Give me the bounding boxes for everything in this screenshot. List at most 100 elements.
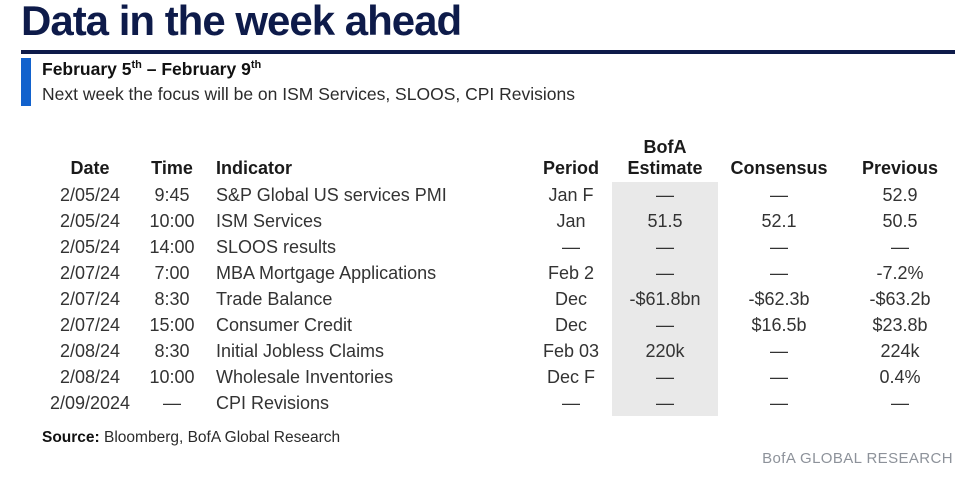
cell-estimate: — xyxy=(612,364,718,390)
header-time: Time xyxy=(151,158,193,178)
brand-footer: BofA GLOBAL RESEARCH xyxy=(762,450,953,467)
cell-time: 10:00 xyxy=(149,367,195,387)
cell-estimate: — xyxy=(612,260,718,286)
header-bofa-estimate: BofA Estimate xyxy=(612,132,718,182)
date-range-sup1: th xyxy=(131,59,142,72)
table-row: 2/05/24 10:00 ISM Services Jan 51.5 52.1 50.5 xyxy=(40,208,960,234)
cell-period: Jan F xyxy=(548,185,594,205)
cell-consensus: -$62.3b xyxy=(748,289,810,309)
cell-date: 2/05/24 xyxy=(59,237,121,257)
cell-estimate: 220k xyxy=(612,338,718,364)
cell-previous: 0.4% xyxy=(879,367,921,387)
cell-date: 2/07/24 xyxy=(59,289,121,309)
cell-time: 8:30 xyxy=(154,341,190,361)
cell-consensus: — xyxy=(770,237,788,257)
cell-indicator: Consumer Credit xyxy=(216,315,353,335)
cell-previous: -$63.2b xyxy=(869,289,931,309)
cell-time: 15:00 xyxy=(149,315,195,335)
cell-consensus: — xyxy=(770,367,788,387)
table-row: 2/08/24 10:00 Wholesale Inventories Dec F — —… xyxy=(40,364,960,390)
header-period: Period xyxy=(542,158,599,178)
header-indicator: Indicator xyxy=(216,158,293,178)
cell-indicator: MBA Mortgage Applications xyxy=(216,263,437,283)
source-line: Source: Bloomberg, BofA Global Research xyxy=(42,428,340,448)
cell-date: 2/07/24 xyxy=(59,263,121,283)
table-row: 2/07/24 15:00 Consumer Credit Dec — $16.5b $23… xyxy=(40,312,960,338)
cell-previous: 50.5 xyxy=(882,211,918,231)
focus-note: Next week the focus will be on ISM Servi… xyxy=(42,84,575,104)
cell-time: 7:00 xyxy=(154,263,190,283)
cell-date: 2/08/24 xyxy=(59,341,121,361)
cell-date: 2/05/24 xyxy=(59,211,121,231)
cell-date: 2/09/2024 xyxy=(49,393,131,413)
date-range-part2: – February 9 xyxy=(141,59,251,79)
cell-period: Feb 03 xyxy=(542,341,600,361)
header-date: Date xyxy=(70,158,110,178)
cell-time: 14:00 xyxy=(149,237,195,257)
cell-consensus: — xyxy=(770,341,788,361)
table-row: 2/05/24 9:45 S&P Global US services PMI Jan… xyxy=(40,182,960,208)
cell-estimate: — xyxy=(612,390,718,416)
cell-previous: — xyxy=(891,237,909,257)
economic-calendar-table: Date Time Indicator Period BofA Estimate … xyxy=(40,132,960,416)
date-range-heading: February 5th – February 9th xyxy=(42,58,575,80)
cell-estimate: 51.5 xyxy=(612,208,718,234)
header-bofa-estimate-line2: Estimate xyxy=(627,158,703,178)
source-label: Source: xyxy=(42,429,100,446)
cell-period: — xyxy=(562,237,580,257)
cell-indicator: S&P Global US services PMI xyxy=(216,185,447,205)
table-row: 2/05/24 14:00 SLOOS results — — — — xyxy=(40,234,960,260)
cell-period: Dec F xyxy=(546,367,595,387)
week-callout: February 5th – February 9th Next week th… xyxy=(21,58,575,106)
date-range-part1: February 5 xyxy=(42,59,132,79)
cell-indicator: ISM Services xyxy=(216,211,323,231)
cell-date: 2/08/24 xyxy=(59,367,121,387)
header-consensus: Consensus xyxy=(730,158,828,178)
cell-indicator: SLOOS results xyxy=(216,237,337,257)
header-previous: Previous xyxy=(861,158,939,178)
cell-indicator: Trade Balance xyxy=(216,289,333,309)
table-row: 2/07/24 7:00 MBA Mortgage Applications Feb … xyxy=(40,260,960,286)
cell-estimate: — xyxy=(612,312,718,338)
cell-period: — xyxy=(562,393,580,413)
cell-estimate: — xyxy=(612,234,718,260)
header-row: Date Time Indicator Period BofA Estimate … xyxy=(40,132,960,182)
header-bofa-estimate-line1: BofA xyxy=(643,137,687,157)
table-row: 2/09/2024 — CPI Revisions — — — — xyxy=(40,390,960,416)
date-range-sup2: th xyxy=(250,59,262,72)
cell-period: Feb 2 xyxy=(547,263,595,283)
table-row: 2/08/24 8:30 Initial Jobless Claims Feb 03 2… xyxy=(40,338,960,364)
callout-text: February 5th – February 9th Next week th… xyxy=(42,58,575,106)
cell-indicator: CPI Revisions xyxy=(216,393,330,413)
cell-period: Jan xyxy=(556,211,586,231)
cell-consensus: 52.1 xyxy=(761,211,797,231)
table-header: Date Time Indicator Period BofA Estimate … xyxy=(40,132,960,182)
cell-time: 10:00 xyxy=(149,211,195,231)
cell-indicator: Initial Jobless Claims xyxy=(216,341,385,361)
cell-estimate: -$61.8bn xyxy=(612,286,718,312)
cell-consensus: — xyxy=(770,393,788,413)
table-body: 2/05/24 9:45 S&P Global US services PMI Jan… xyxy=(40,182,960,416)
cell-period: Dec xyxy=(554,315,587,335)
cell-time: 9:45 xyxy=(154,185,190,205)
cell-previous: 224k xyxy=(880,341,920,361)
cell-previous: 52.9 xyxy=(882,185,918,205)
cell-consensus: — xyxy=(770,263,788,283)
cell-period: Dec xyxy=(554,289,587,309)
cell-previous: $23.8b xyxy=(872,315,928,335)
cell-date: 2/07/24 xyxy=(59,315,121,335)
cell-indicator: Wholesale Inventories xyxy=(216,367,394,387)
cell-consensus: — xyxy=(770,185,788,205)
cell-time: — xyxy=(163,393,181,413)
cell-previous: -7.2% xyxy=(876,263,924,283)
source-text: Bloomberg, BofA Global Research xyxy=(99,429,341,446)
table-row: 2/07/24 8:30 Trade Balance Dec -$61.8bn -$62.… xyxy=(40,286,960,312)
cell-previous: — xyxy=(891,393,909,413)
cell-estimate: — xyxy=(612,182,718,208)
cell-consensus: $16.5b xyxy=(751,315,807,335)
page-title: Data in the week ahead xyxy=(21,0,462,44)
cell-date: 2/05/24 xyxy=(59,185,121,205)
accent-bar xyxy=(21,58,31,106)
title-rule xyxy=(21,50,955,54)
